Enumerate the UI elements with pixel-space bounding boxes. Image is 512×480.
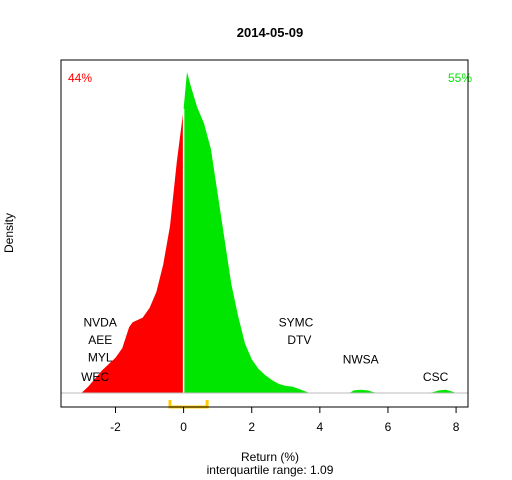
x-tick-label: 2 [248, 420, 255, 434]
iqr-label: interquartile range: 1.09 [207, 463, 334, 477]
ticker-label-wec: WEC [81, 370, 109, 384]
x-tick-label: 8 [453, 420, 460, 434]
ticker-annotations: NVDA AEE MYL WEC SYMC DTV NWSA CSC [81, 315, 448, 384]
x-tick-label: 6 [385, 420, 392, 434]
x-axis-label: Return (%) [241, 450, 299, 464]
density-area [81, 72, 457, 394]
negative-percentage-label: 44% [68, 71, 92, 85]
ticker-label-dtv: DTV [287, 333, 311, 347]
ticker-label-myl: MYL [88, 351, 113, 365]
ticker-label-nwsa: NWSA [343, 352, 379, 366]
plot-frame [60, 59, 469, 408]
negative-return-area [81, 108, 184, 394]
x-tick-label: 0 [180, 420, 187, 434]
x-tick-label: 4 [317, 420, 324, 434]
positive-return-area [183, 72, 457, 393]
chart-title: 2014-05-09 [237, 25, 304, 40]
iqr-bracket [168, 400, 209, 409]
ticker-label-csc: CSC [423, 370, 449, 384]
x-axis: -2 0 2 4 6 8 [110, 407, 460, 434]
ticker-label-nvda: NVDA [84, 315, 117, 329]
positive-percentage-label: 55% [448, 71, 472, 85]
ticker-label-symc: SYMC [279, 315, 314, 329]
x-tick-label: -2 [110, 420, 121, 434]
ticker-label-aee: AEE [88, 333, 112, 347]
y-axis-label: Density [2, 213, 16, 253]
